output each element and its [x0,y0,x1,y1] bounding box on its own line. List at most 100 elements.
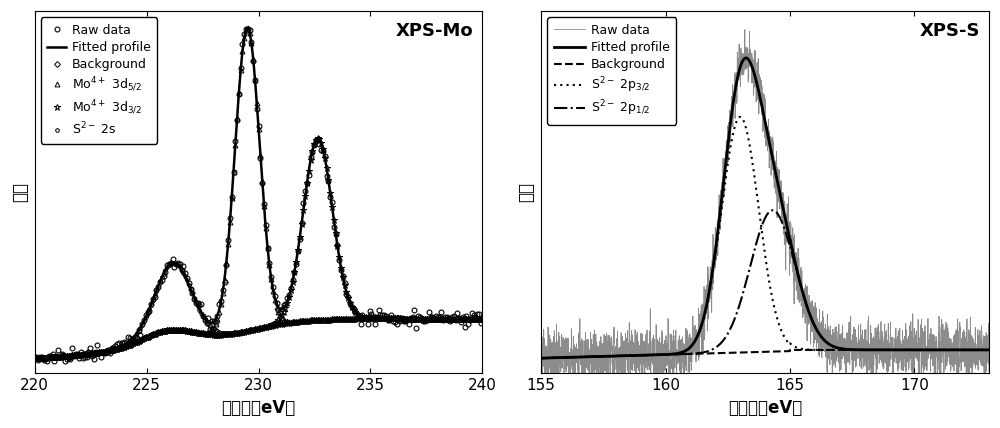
Mo$^{4+}$ 3d$_{5/2}$ [213,310,225,315]
Fitted profile [586,354,598,359]
Y-axis label: 强度: 强度 [518,182,536,202]
Fitted profile [468,316,480,321]
S$^{2-}$ 2s [215,330,227,335]
Raw data [535,370,547,375]
S$^{2-}$ 2s [475,316,487,321]
S$^{2-}$ 2s [459,316,471,321]
Raw data [726,108,738,113]
S$^{2-}$ 2p$_{1/2}$ [767,208,779,213]
S$^{2-}$ 2s [288,319,300,324]
Background [102,348,114,354]
S$^{2-}$ 2s [339,316,351,321]
Raw data [460,314,472,319]
Text: XPS-S: XPS-S [919,22,980,40]
Mo$^{4+}$ 3d$_{5/2}$ [339,316,351,321]
Mo$^{4+}$ 3d$_{3/2}$ [213,332,225,337]
S$^{2-}$ 2p$_{1/2}$ [707,347,719,352]
S$^{2-}$ 2p$_{1/2}$ [983,348,995,353]
Background [208,332,220,337]
Fitted profile [613,354,625,359]
Fitted profile [707,266,719,271]
Mo$^{4+}$ 3d$_{3/2}$ [312,136,324,141]
Y-axis label: 强度: 强度 [11,182,29,202]
S$^{2-}$ 2p$_{1/2}$ [535,356,547,361]
Raw data [739,27,751,32]
Line: S$^{2-}$ 2p$_{1/2}$: S$^{2-}$ 2p$_{1/2}$ [541,210,989,358]
Mo$^{4+}$ 3d$_{5/2}$ [208,324,220,330]
S$^{2-}$ 2p$_{1/2}$ [974,348,986,353]
Mo$^{4+}$ 3d$_{3/2}$ [29,356,41,361]
Background [475,316,487,321]
Raw data [242,26,254,31]
S$^{2-}$ 2p$_{3/2}$ [586,354,598,359]
Raw data [59,359,71,364]
Fitted profile [200,318,212,323]
Text: XPS-Mo: XPS-Mo [396,22,473,40]
Mo$^{4+}$ 3d$_{5/2}$ [459,316,471,321]
Background [367,315,379,320]
Fitted profile [419,316,431,321]
S$^{2-}$ 2p$_{3/2}$ [613,354,625,359]
Background [974,348,986,353]
Mo$^{4+}$ 3d$_{5/2}$ [288,319,300,324]
S$^{2-}$ 2p$_{3/2}$ [726,135,738,140]
Line: Background: Background [33,315,483,360]
Background [459,316,471,321]
Raw data [290,261,302,266]
Raw data [210,319,222,324]
S$^{2-}$ 2p$_{3/2}$ [926,348,938,353]
S$^{2-}$ 2p$_{3/2}$ [734,114,746,119]
Raw data [215,298,227,303]
Raw data [475,321,487,326]
Background [213,332,225,337]
Background [707,351,719,356]
Line: Mo$^{4+}$ 3d$_{3/2}$: Mo$^{4+}$ 3d$_{3/2}$ [32,135,484,361]
Background [586,354,598,359]
Raw data [974,360,986,366]
Fitted profile [241,25,253,30]
Line: Raw data: Raw data [32,27,483,363]
Background [535,356,547,361]
Mo$^{4+}$ 3d$_{5/2}$ [475,316,487,321]
S$^{2-}$ 2p$_{1/2}$ [586,354,598,359]
Raw data [926,339,938,345]
Fitted profile [476,316,488,321]
Mo$^{4+}$ 3d$_{3/2}$ [339,283,351,288]
Line: Mo$^{4+}$ 3d$_{5/2}$: Mo$^{4+}$ 3d$_{5/2}$ [32,26,483,361]
Fitted profile [106,347,118,352]
Fitted profile [983,348,995,353]
Mo$^{4+}$ 3d$_{3/2}$ [475,316,487,321]
Fitted profile [740,55,752,60]
Background [983,348,995,353]
S$^{2-}$ 2s [29,356,41,361]
S$^{2-}$ 2p$_{3/2}$ [707,270,719,275]
X-axis label: 结合能（eV）: 结合能（eV） [221,399,296,417]
Fitted profile [220,265,232,270]
S$^{2-}$ 2p$_{1/2}$ [613,354,625,359]
X-axis label: 结合能（eV）: 结合能（eV） [728,399,802,417]
Background [726,350,738,355]
Mo$^{4+}$ 3d$_{3/2}$ [459,316,471,321]
Background [29,356,41,361]
Legend: Raw data, Fitted profile, Background, Mo$^{4+}$ 3d$_{5/2}$, Mo$^{4+}$ 3d$_{3/2}$: Raw data, Fitted profile, Background, Mo… [41,18,157,144]
Raw data [29,354,41,359]
Background [784,348,796,353]
Line: Fitted profile: Fitted profile [35,28,482,358]
Raw data [983,369,995,374]
Mo$^{4+}$ 3d$_{3/2}$ [102,348,114,354]
Raw data [586,359,598,364]
Raw data [340,291,352,297]
Raw data [104,350,116,355]
Fitted profile [29,356,41,361]
Raw data [613,363,625,368]
Fitted profile [926,348,938,353]
Background [613,354,625,359]
Line: S$^{2-}$ 2p$_{3/2}$: S$^{2-}$ 2p$_{3/2}$ [541,117,989,358]
S$^{2-}$ 2s [168,260,180,265]
Fitted profile [535,356,547,361]
Mo$^{4+}$ 3d$_{5/2}$ [242,25,254,30]
S$^{2-}$ 2p$_{1/2}$ [726,322,738,327]
S$^{2-}$ 2p$_{3/2}$ [535,356,547,361]
Raw data [707,232,719,237]
S$^{2-}$ 2s [102,348,114,354]
